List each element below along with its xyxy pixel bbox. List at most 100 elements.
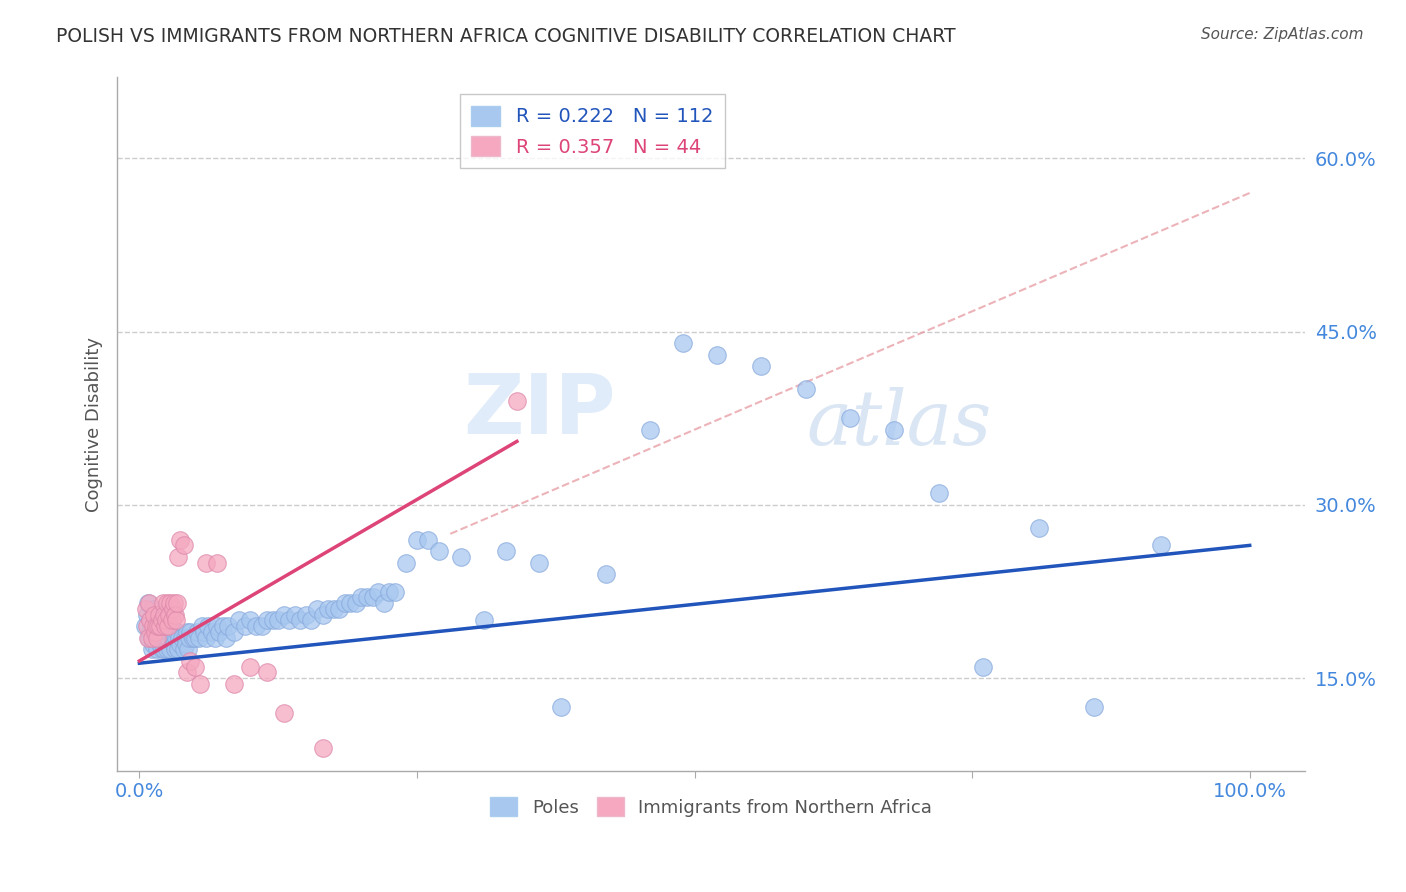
Point — [153, 607, 176, 622]
Point — [169, 637, 191, 651]
Point — [157, 619, 180, 633]
Point — [361, 591, 384, 605]
Point — [146, 642, 169, 657]
Point — [262, 614, 284, 628]
Point — [156, 625, 179, 640]
Point — [139, 614, 162, 628]
Point — [166, 625, 188, 640]
Point — [295, 607, 318, 622]
Point — [188, 631, 211, 645]
Point — [384, 584, 406, 599]
Point — [149, 637, 172, 651]
Point — [322, 602, 344, 616]
Point — [267, 614, 290, 628]
Point — [373, 596, 395, 610]
Point — [136, 619, 159, 633]
Point — [290, 614, 312, 628]
Point — [311, 607, 333, 622]
Point — [305, 602, 328, 616]
Point — [150, 614, 173, 628]
Point — [179, 625, 201, 640]
Point — [173, 642, 195, 657]
Point — [139, 614, 162, 628]
Text: Source: ZipAtlas.com: Source: ZipAtlas.com — [1201, 27, 1364, 42]
Point — [316, 602, 339, 616]
Point — [245, 619, 267, 633]
Point — [142, 619, 165, 633]
Point — [163, 607, 186, 622]
Point — [146, 631, 169, 645]
Point — [883, 423, 905, 437]
Point — [148, 619, 170, 633]
Point — [138, 596, 160, 610]
Point — [190, 677, 212, 691]
Point — [157, 625, 180, 640]
Point — [222, 677, 245, 691]
Point — [184, 659, 207, 673]
Point — [143, 631, 166, 645]
Point — [173, 538, 195, 552]
Point — [163, 642, 186, 657]
Point — [972, 659, 994, 673]
Point — [179, 631, 201, 645]
Point — [328, 602, 350, 616]
Point — [506, 394, 529, 409]
Point — [273, 706, 295, 720]
Point — [170, 631, 193, 645]
Point — [148, 607, 170, 622]
Point — [190, 619, 212, 633]
Point — [301, 614, 323, 628]
Point — [165, 631, 187, 645]
Point — [142, 602, 165, 616]
Point — [495, 544, 517, 558]
Point — [176, 665, 198, 680]
Point — [395, 556, 418, 570]
Point — [145, 614, 167, 628]
Point — [256, 665, 278, 680]
Point — [211, 619, 233, 633]
Point — [215, 631, 238, 645]
Point — [167, 642, 190, 657]
Point — [233, 619, 256, 633]
Point — [208, 625, 231, 640]
Point — [142, 619, 165, 633]
Point — [672, 336, 695, 351]
Point — [416, 533, 439, 547]
Point — [1150, 538, 1173, 552]
Point — [239, 659, 262, 673]
Point — [450, 549, 472, 564]
Point — [159, 642, 181, 657]
Point — [350, 591, 373, 605]
Point — [1083, 700, 1105, 714]
Point — [250, 619, 273, 633]
Point — [638, 423, 661, 437]
Point — [166, 596, 188, 610]
Point — [141, 642, 163, 657]
Point — [150, 619, 173, 633]
Point — [142, 607, 165, 622]
Point — [195, 556, 218, 570]
Point — [184, 631, 207, 645]
Point — [406, 533, 429, 547]
Point — [339, 596, 361, 610]
Point — [142, 637, 165, 651]
Point — [195, 631, 218, 645]
Point — [162, 631, 184, 645]
Point — [197, 619, 219, 633]
Point — [367, 584, 389, 599]
Point — [152, 596, 174, 610]
Point — [794, 383, 817, 397]
Point — [163, 637, 186, 651]
Point — [228, 614, 250, 628]
Point — [179, 654, 201, 668]
Point — [155, 637, 177, 651]
Point — [333, 596, 356, 610]
Point — [136, 631, 159, 645]
Point — [928, 486, 950, 500]
Point — [157, 631, 180, 645]
Point — [169, 631, 191, 645]
Text: POLISH VS IMMIGRANTS FROM NORTHERN AFRICA COGNITIVE DISABILITY CORRELATION CHART: POLISH VS IMMIGRANTS FROM NORTHERN AFRIC… — [56, 27, 956, 45]
Point — [135, 602, 157, 616]
Point — [152, 631, 174, 645]
Point — [205, 556, 228, 570]
